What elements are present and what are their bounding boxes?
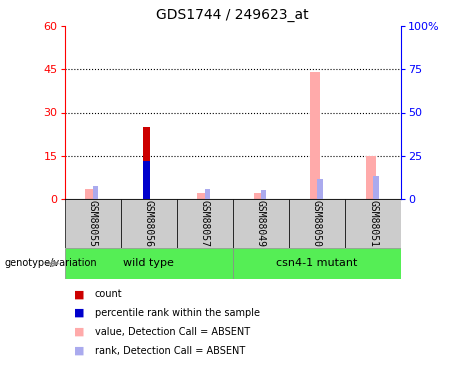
Bar: [85, 189, 95, 199]
Bar: [373, 176, 378, 199]
Text: count: count: [95, 290, 122, 299]
Text: GSM88049: GSM88049: [256, 200, 266, 247]
Text: GSM88050: GSM88050: [312, 200, 322, 247]
Text: rank, Detection Call = ABSENT: rank, Detection Call = ABSENT: [95, 346, 245, 355]
Bar: [65, 248, 233, 279]
Text: wild type: wild type: [123, 258, 174, 268]
Text: percentile rank within the sample: percentile rank within the sample: [95, 308, 260, 318]
Bar: [345, 199, 401, 248]
Text: ■: ■: [74, 290, 84, 299]
Bar: [121, 199, 177, 248]
Title: GDS1744 / 249623_at: GDS1744 / 249623_at: [156, 9, 309, 22]
Text: ■: ■: [74, 327, 84, 337]
Bar: [197, 193, 207, 199]
Text: csn4-1 mutant: csn4-1 mutant: [276, 258, 358, 268]
Bar: [261, 190, 266, 199]
Bar: [317, 178, 323, 199]
Bar: [143, 127, 150, 199]
Text: genotype/variation: genotype/variation: [5, 258, 97, 268]
Text: GSM88055: GSM88055: [88, 200, 98, 247]
Text: ■: ■: [74, 308, 84, 318]
Text: ■: ■: [74, 346, 84, 355]
Text: GSM88057: GSM88057: [200, 200, 210, 247]
Bar: [205, 189, 210, 199]
Bar: [65, 199, 121, 248]
Bar: [143, 161, 150, 199]
Bar: [289, 199, 345, 248]
Bar: [254, 193, 264, 199]
Text: value, Detection Call = ABSENT: value, Detection Call = ABSENT: [95, 327, 249, 337]
Bar: [366, 156, 376, 199]
Text: GSM88051: GSM88051: [368, 200, 378, 247]
Bar: [310, 72, 320, 199]
Bar: [233, 199, 289, 248]
Bar: [233, 248, 401, 279]
Bar: [177, 199, 233, 248]
Bar: [93, 186, 98, 199]
Text: GSM88056: GSM88056: [144, 200, 154, 247]
